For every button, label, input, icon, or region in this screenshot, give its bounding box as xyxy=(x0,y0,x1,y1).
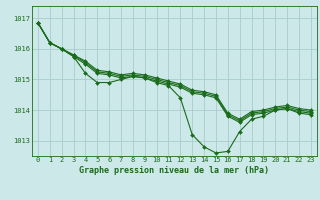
X-axis label: Graphe pression niveau de la mer (hPa): Graphe pression niveau de la mer (hPa) xyxy=(79,166,269,175)
